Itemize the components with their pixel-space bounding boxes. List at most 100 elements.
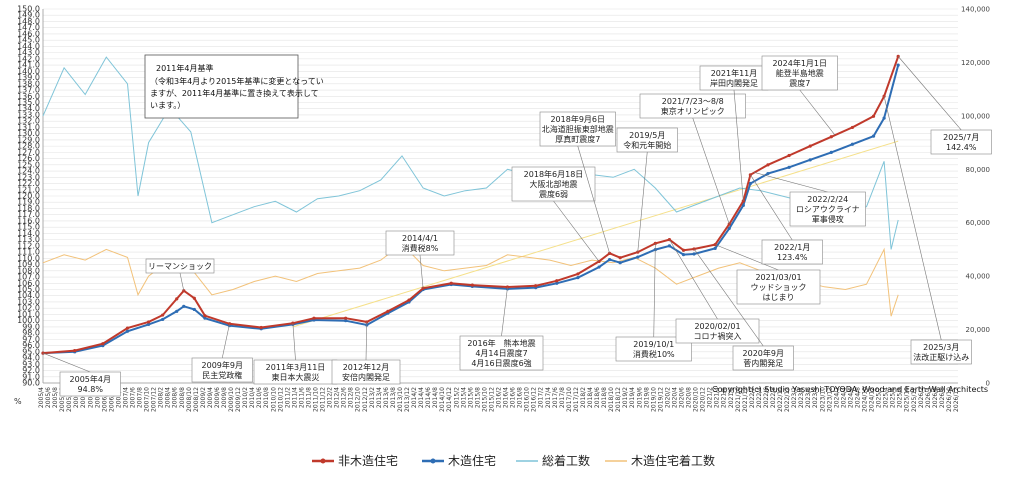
data-point (787, 153, 791, 158)
left-tick-label: 123.0 (17, 173, 40, 182)
left-tick-label: 141.0 (17, 61, 40, 70)
data-point (618, 256, 622, 260)
legend-item-3: 木造住宅着工数 (605, 453, 715, 468)
x-tick-label: 2011/10 (313, 387, 320, 412)
left-tick-label: 150.0 (17, 5, 40, 14)
x-tick-label: 2012/12 (362, 387, 369, 412)
left-tick-label: 93.0 (22, 360, 40, 369)
annotation-leader (693, 248, 764, 347)
data-point (125, 329, 130, 333)
data-point (344, 316, 348, 320)
annotation-a2: リーマンショック (145, 258, 215, 291)
copyright: Copyright(c) Studio Yasushi TOYODA, Wood… (712, 385, 988, 394)
annotation-text: 法改正駆け込み (913, 352, 969, 362)
left-tick-label: 140.0 (17, 67, 40, 76)
annotation-leader (653, 243, 656, 338)
data-point (653, 241, 657, 245)
x-tick-label: 2019/6 (636, 387, 643, 408)
left-tick-label: 130.0 (17, 129, 40, 138)
note-line-4: います。） (150, 101, 185, 110)
data-point (101, 342, 105, 346)
annotation-leader (365, 321, 368, 361)
annotation-text: 2022/2/24 (807, 195, 848, 204)
x-tick-label: 2014/2 (411, 387, 418, 408)
legend: 非木造住宅 木造住宅 総着工数 木造住宅着工数 (312, 453, 715, 468)
right-tick-label: 100,000 (961, 112, 990, 120)
data-point (766, 163, 770, 167)
right-tick-label: 0 (986, 380, 990, 388)
left-tick-label: 103.0 (17, 297, 40, 306)
x-tick-label: 2024/6 (847, 387, 854, 408)
x-tick-label: 2018/12 (615, 387, 622, 412)
x-tick-label: 2009/8 (221, 387, 228, 408)
annotation-text: 厚真町震度7 (555, 134, 600, 144)
annotation-text: 震度6弱 (539, 189, 568, 199)
x-tick-label: 2013/6 (383, 387, 390, 408)
annotation-text: 東京オリンピック (661, 106, 725, 116)
x-tick-label: 2007/10 (144, 387, 151, 412)
left-tick-label: 144.0 (17, 42, 40, 51)
data-point (681, 252, 686, 257)
annotation-text: はじまり (763, 293, 795, 302)
annotation-text: 2012年12月 (343, 362, 390, 372)
data-point (470, 283, 474, 287)
left-tick-label: 96.0 (22, 341, 40, 350)
annotation-text: コロナ禍突入 (694, 331, 742, 341)
note-line-3: ますが、2011年4月基準に置き換えて表示して (150, 88, 319, 98)
right-tick-label: 40,000 (966, 273, 991, 281)
x-tick-label: 2017/6 (552, 387, 559, 408)
x-tick-label: 2025/6 (890, 387, 897, 408)
left-tick-label: 133.0 (17, 110, 40, 119)
annotation-text: 2014/4/1 (402, 234, 438, 243)
x-tick-label: 2019/2 (622, 387, 629, 408)
x-tick-label: 2012/6 (341, 387, 348, 408)
annotation-leader (292, 323, 296, 361)
data-point (161, 317, 165, 322)
x-tick-label: 2010/6 (256, 387, 263, 408)
left-tick-label: 125.0 (17, 160, 40, 169)
x-tick-label: 2017/4 (545, 387, 552, 408)
annotation-text: 北海道胆振東部地震 (542, 124, 614, 134)
x-tick-label: 2020/8 (686, 387, 693, 408)
x-tick-label: 2008/12 (193, 387, 200, 412)
left-tick-label: 97.0 (22, 335, 40, 344)
data-point (312, 316, 316, 320)
left-tick-label: 114.0 (17, 229, 40, 238)
left-tick-label: 126.0 (17, 154, 40, 163)
left-tick-label: 134.0 (17, 104, 40, 113)
annotation-text: 2005年4月 (70, 374, 111, 384)
data-point (555, 281, 559, 285)
left-tick-label: 129.0 (17, 135, 40, 144)
data-point (618, 261, 622, 265)
x-tick-label: 2022/10 (777, 387, 784, 412)
left-tick-label: 122.0 (17, 179, 40, 188)
annotation-text: 東日本大震災 (272, 372, 320, 382)
note-line-1: 2011年4月基準 (156, 63, 213, 73)
x-tick-label: 2011/6 (298, 387, 305, 408)
left-tick-label: 95.0 (22, 347, 40, 356)
legend-item-1: 木造住宅 (422, 453, 496, 468)
data-point (597, 265, 601, 269)
x-tick-label: 2023/8 (812, 387, 819, 408)
left-tick-label: 136.0 (17, 92, 40, 101)
annotation-text: 2021年11月 (711, 68, 758, 78)
data-point (344, 319, 348, 323)
x-tick-label: 2009/6 (214, 387, 221, 408)
data-point (727, 226, 731, 231)
x-tick-label: 2008/8 (179, 387, 186, 408)
annotation-text: 4月16日震度6強 (471, 358, 531, 368)
x-tick-label: 2007/4 (122, 387, 129, 408)
legend-label: 木造住宅着工数 (631, 453, 715, 468)
left-tick-label: 135.0 (17, 98, 40, 107)
x-tick-label: 2011/4 (291, 387, 298, 408)
left-tick-label: 143.0 (17, 48, 40, 57)
annotation-text: ロシアウクライナ (796, 205, 860, 214)
left-tick-label: 98.0 (22, 329, 40, 338)
legend-item-2: 総着工数 (516, 453, 590, 468)
annotation-text: 2009年9月 (202, 360, 243, 370)
